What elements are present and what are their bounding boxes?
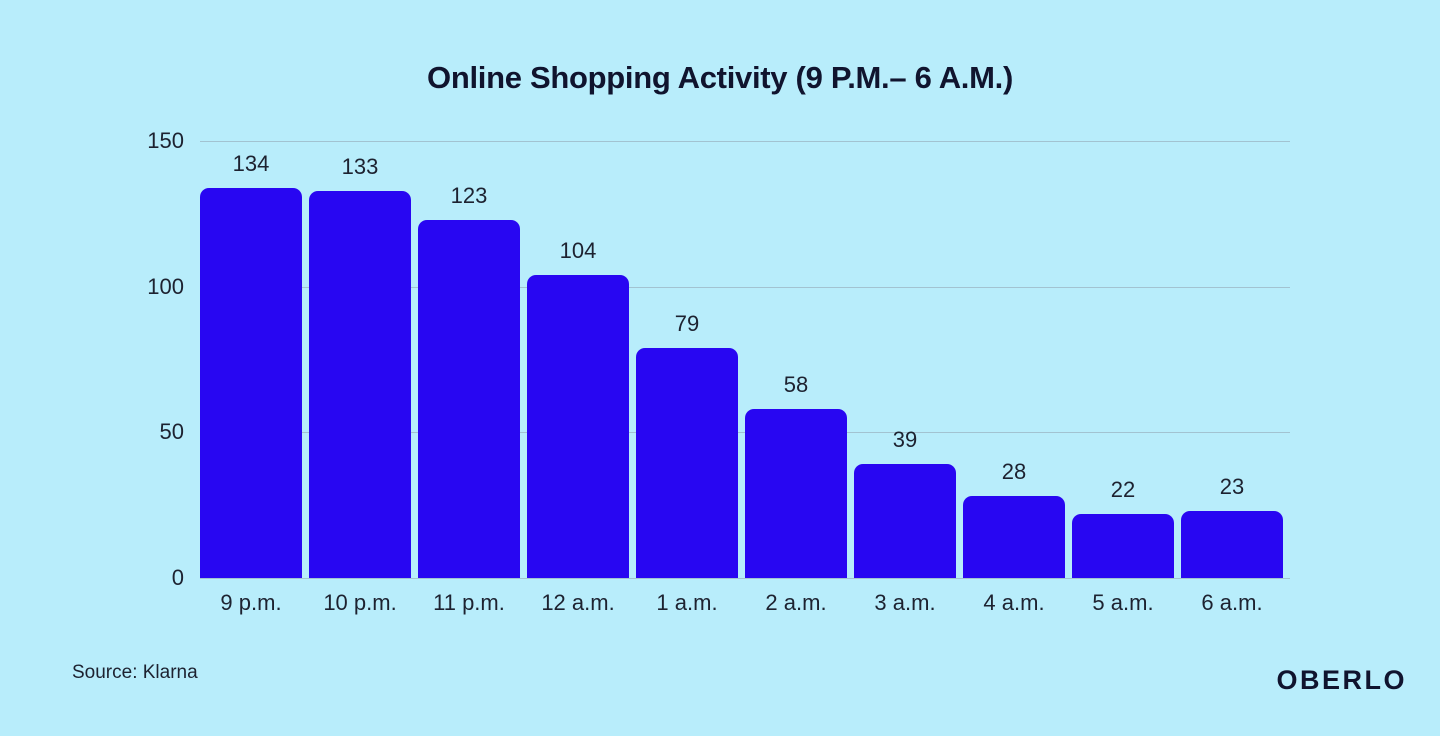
xtick-label: 10 p.m. bbox=[323, 590, 397, 615]
bar-value-label: 58 bbox=[783, 372, 809, 398]
ytick-label-150: 150 bbox=[147, 128, 184, 153]
bar-10-p-m bbox=[309, 190, 411, 578]
bar-value-label: 104 bbox=[559, 238, 597, 263]
gridline-y-100 bbox=[200, 286, 1290, 288]
bar-value-label: 123 bbox=[450, 182, 488, 208]
source-note: Source: Klarna bbox=[72, 662, 198, 683]
ytick-label-0: 0 bbox=[171, 565, 184, 590]
bar-11-p-m bbox=[418, 219, 520, 578]
oberlo-logo: OBERLO bbox=[1276, 665, 1407, 695]
bar-9-p-m bbox=[200, 187, 302, 578]
bar-value-label: 39 bbox=[892, 427, 918, 453]
ytick-label-50: 50 bbox=[159, 419, 184, 445]
bar-4-a-m bbox=[963, 496, 1065, 578]
bar-value-label: 22 bbox=[1110, 476, 1136, 502]
bar-value-label: 79 bbox=[674, 310, 700, 336]
xtick-label: 3 a.m. bbox=[874, 590, 936, 615]
xtick-label: 12 a.m. bbox=[541, 590, 615, 615]
chart-title: Online Shopping Activity (9 P.M.– 6 A.M.… bbox=[427, 60, 1013, 95]
xtick-label: 4 a.m. bbox=[983, 590, 1045, 615]
bar-1-a-m bbox=[636, 347, 738, 578]
xtick-label: 5 a.m. bbox=[1092, 590, 1154, 615]
bar-3-a-m bbox=[854, 464, 956, 578]
bar-value-label: 23 bbox=[1219, 473, 1245, 499]
xtick-label: 2 a.m. bbox=[765, 590, 827, 615]
bar-chart-plot-area: 0 50 100 150 134 9 p.m. 133 10 p.m. 123 11 p.m. 10… bbox=[147, 128, 1290, 615]
bar-value-label: 133 bbox=[341, 153, 379, 179]
gridline-y-0 bbox=[200, 578, 1290, 579]
bar-6-a-m bbox=[1181, 511, 1283, 578]
bar-value-label: 134 bbox=[232, 150, 270, 176]
xtick-label: 1 a.m. bbox=[656, 590, 718, 615]
bar-5-a-m bbox=[1072, 513, 1174, 578]
xtick-label: 6 a.m. bbox=[1201, 590, 1263, 615]
xtick-label: 9 p.m. bbox=[220, 590, 282, 615]
bar-2-a-m bbox=[745, 409, 847, 578]
bar-value-label: 28 bbox=[1001, 459, 1027, 485]
gridline-y-150 bbox=[200, 141, 1290, 142]
xtick-label: 11 p.m. bbox=[433, 590, 505, 615]
ytick-label-100: 100 bbox=[147, 273, 184, 299]
bar-12-a-m bbox=[527, 275, 629, 578]
